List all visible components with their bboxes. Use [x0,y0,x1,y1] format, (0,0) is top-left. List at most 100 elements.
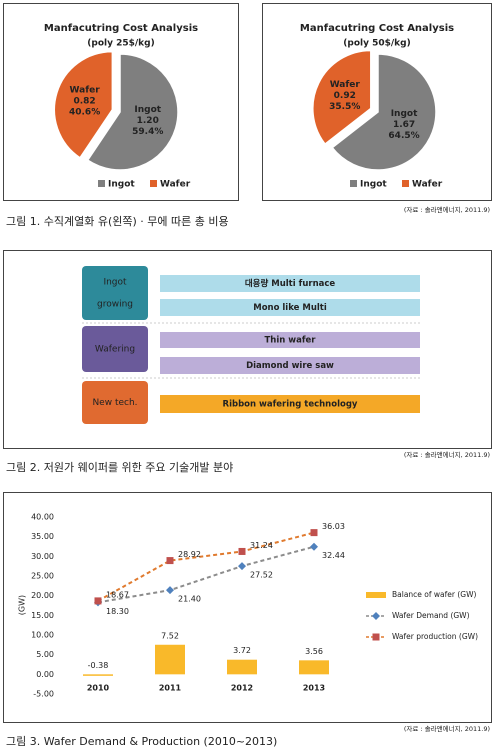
y-tick-label: 40.00 [31,513,54,522]
figure-source: (자료 : 솔라앤에너지, 2011.9) [404,724,490,733]
figure-frame [3,250,492,449]
item-label: Diamond wire saw [246,361,334,371]
slice-name: Wafer [70,86,101,96]
legend-label: Ingot [360,180,387,190]
data-label: 31.24 [250,541,273,550]
point-marker [238,547,246,555]
legend-label: Balance of wafer (GW) [392,590,477,599]
legend-label: Wafer [160,180,191,190]
series-line [97,531,315,602]
data-label: 36.03 [322,522,345,531]
point-marker [238,562,246,571]
figure-caption: 그림 3. Wafer Demand & Production (2010~20… [6,735,277,748]
group-box [82,326,148,372]
y-tick-label: 10.00 [31,631,54,640]
y-tick-label: 25.00 [31,572,54,581]
legend-swatch [402,180,409,187]
data-label: 28.92 [178,550,201,559]
legend-label: Wafer production (GW) [392,632,478,641]
slice-percent: 40.6% [69,108,100,118]
pie-slice [53,50,114,159]
chart-subtitle: (poly 25$/kg) [87,39,154,49]
point-marker [372,633,380,641]
item-bar [160,357,420,374]
slice-name: Ingot [391,109,418,119]
figure-frame [3,492,492,723]
y-tick-label: 0.00 [36,670,54,679]
group-label: New tech. [92,398,137,408]
bar [299,660,329,675]
bar [83,674,113,676]
point-marker [372,612,380,620]
slice-percent: 59.4% [132,127,163,137]
y-axis-label: (GW) [18,595,27,615]
slice-name: Wafer [330,80,361,90]
data-label: 32.44 [322,551,345,560]
slice-value: 0.92 [334,91,356,101]
chart-title: Manfacutring Cost Analysis [44,23,198,34]
figure-frame [3,3,239,201]
y-tick-label: 5.00 [36,650,54,659]
data-label: 21.40 [178,595,201,604]
figure-caption: 그림 2. 저원가 웨이퍼를 위한 주요 기술개발 분야 [6,461,233,474]
item-bar [160,395,420,413]
legend-swatch [150,180,157,187]
figure-caption: 그림 1. 수직계열화 유(왼쪽) · 무에 따른 총 비용 [6,214,229,228]
slice-percent: 35.5% [329,102,360,112]
x-tick-label: 2013 [303,684,325,693]
item-label: Ribbon wafering technology [223,400,358,410]
y-tick-label: 15.00 [31,611,54,620]
x-tick-label: 2012 [231,684,253,693]
x-tick-label: 2010 [87,684,110,693]
data-label: -0.38 [88,661,109,670]
series-line [97,545,315,604]
data-label: 18.67 [106,590,129,599]
data-label: 3.72 [233,646,251,655]
legend-label: Ingot [108,180,135,190]
legend-swatch [98,180,105,187]
point-marker [310,542,318,551]
y-tick-label: 30.00 [31,552,54,561]
group-label: Wafering [95,345,135,355]
legend-label: Wafer Demand (GW) [392,611,470,620]
figure-source: (자료 : 솔라앤에너지, 2011.9) [404,450,490,459]
slice-name: Ingot [134,105,161,115]
data-label: 18.30 [106,607,129,616]
chart-subtitle: (poly 50$/kg) [343,39,410,49]
data-label: 27.52 [250,571,273,580]
slice-percent: 64.5% [388,131,419,141]
bar [155,644,185,675]
slice-value: 1.20 [137,116,159,126]
y-tick-label: 35.00 [31,532,54,541]
group-label: Ingot [103,278,127,288]
item-bar [160,299,420,316]
point-marker [310,529,318,537]
group-box [82,266,148,320]
item-label: Mono like Multi [253,303,327,313]
legend-label: Wafer [412,180,443,190]
bar [227,659,257,675]
data-label: 7.52 [161,631,179,640]
point-marker [166,557,174,565]
item-label: 대용량 Multi furnace [245,278,336,289]
item-bar [160,275,420,292]
y-tick-label: -5.00 [33,690,54,699]
item-bar [160,332,420,348]
slice-value: 1.67 [393,120,415,130]
pie-slice [86,53,179,171]
group-box [82,381,148,424]
legend-swatch [366,592,386,598]
group-label: growing [97,300,133,310]
point-marker [166,586,174,595]
pie-slice [331,53,437,171]
data-label: 3.56 [305,647,323,656]
y-tick-label: 20.00 [31,591,54,600]
legend-swatch [350,180,357,187]
pie-slice [312,49,372,146]
x-tick-label: 2011 [159,684,182,693]
item-label: Thin wafer [264,336,316,346]
chart-title: Manfacutring Cost Analysis [300,23,454,34]
point-marker [94,597,102,605]
figure-source: (자료 : 솔라앤에너지, 2011.9) [404,205,490,214]
